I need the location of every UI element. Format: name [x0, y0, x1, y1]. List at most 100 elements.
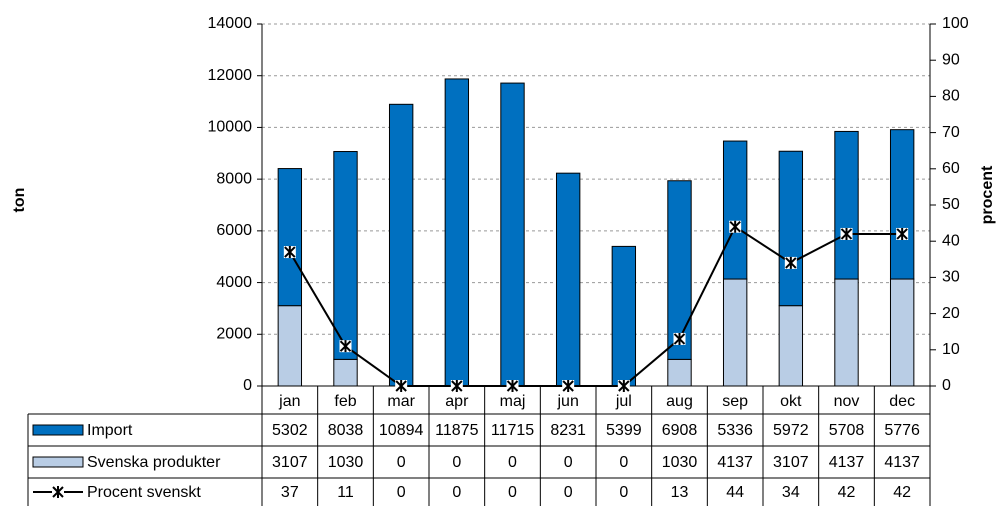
table-value: 5972 [773, 422, 809, 439]
x-tick-label: maj [500, 393, 526, 410]
y-tick-label: 2000 [216, 326, 252, 343]
table-value: 5336 [717, 422, 753, 439]
y2-axis-title: procent [979, 165, 996, 224]
table-value: 4137 [829, 454, 865, 471]
bar-segment [722, 140, 748, 280]
bar-segment [388, 103, 414, 387]
x-tick-label: sep [722, 393, 748, 410]
y-tick-label: 8000 [216, 170, 252, 187]
marker-star [618, 380, 630, 392]
legend-swatch [32, 456, 84, 468]
table-value: 44 [726, 484, 744, 501]
table-value: 1030 [328, 454, 364, 471]
y-tick-label: 14000 [208, 15, 253, 32]
x-tick-label: nov [834, 393, 860, 410]
table-value: 0 [508, 454, 517, 471]
x-tick-label: okt [780, 393, 802, 410]
bar-segment [555, 172, 581, 387]
marker-star [451, 380, 463, 392]
y-tick-label: 4000 [216, 274, 252, 291]
table-value: 0 [397, 454, 406, 471]
table-value: 4137 [884, 454, 920, 471]
bar-segment [834, 278, 859, 387]
line-marker [617, 380, 630, 392]
legend-label: Import [87, 422, 133, 439]
y2-tick-label: 10 [942, 341, 960, 358]
line-marker [673, 332, 686, 345]
table-value: 0 [564, 484, 573, 501]
marker-star [785, 256, 797, 269]
y-tick-label: 0 [243, 377, 252, 394]
bar-segment [834, 130, 859, 280]
table-value: 0 [452, 454, 461, 471]
x-tick-label: apr [445, 393, 469, 410]
line-marker [506, 380, 519, 392]
table-value: 6908 [662, 422, 698, 439]
line-marker [395, 380, 408, 392]
x-tick-label: jul [615, 393, 632, 410]
line-marker [729, 220, 742, 233]
table-value: 0 [619, 454, 628, 471]
y-tick-label: 6000 [216, 222, 252, 239]
y-tick-label: 12000 [208, 67, 253, 84]
table-value: 3107 [773, 454, 809, 471]
table-value: 5776 [884, 422, 920, 439]
legend-swatch [32, 424, 84, 436]
table-value: 5302 [272, 422, 308, 439]
marker-star [339, 340, 352, 353]
table-value: 8038 [328, 422, 364, 439]
line-marker [450, 380, 463, 392]
legend-label: Svenska produkter [87, 454, 221, 471]
bar-segment [444, 78, 470, 387]
table-value: 8231 [550, 422, 586, 439]
y2-tick-label: 100 [942, 15, 969, 32]
table-value: 3107 [272, 454, 308, 471]
bar-segment [611, 245, 637, 387]
marker-star [506, 380, 519, 392]
marker-star [729, 220, 741, 233]
x-tick-label: jan [278, 393, 300, 410]
marker-star [896, 227, 908, 240]
bar-segment [889, 278, 915, 387]
table-value: 13 [671, 484, 689, 501]
line-marker [784, 256, 797, 269]
line-series [288, 225, 903, 387]
bar-segment [889, 129, 915, 280]
table-value: 0 [452, 484, 461, 501]
y2-tick-label: 40 [942, 232, 960, 249]
line-marker [896, 227, 909, 240]
bar-segment [500, 82, 525, 387]
table-value: 0 [397, 484, 406, 501]
x-tick-label: dec [889, 393, 915, 410]
bar-segment [778, 305, 804, 387]
marker-star [395, 380, 407, 392]
table-value: 0 [619, 484, 628, 501]
line-marker [840, 227, 853, 240]
x-tick-label: feb [334, 393, 356, 410]
y-axis-title: ton [11, 188, 28, 213]
bar-segment [667, 180, 692, 360]
y2-tick-label: 80 [942, 88, 960, 105]
x-tick-label: aug [666, 393, 693, 410]
table-value: 42 [893, 484, 911, 501]
table-value: 11715 [491, 422, 534, 439]
table-value: 11875 [435, 422, 478, 439]
table-value: 0 [508, 484, 517, 501]
bar-segment [778, 150, 804, 307]
marker-star [673, 332, 686, 345]
table-value: 4137 [717, 454, 753, 471]
y2-tick-label: 20 [942, 305, 960, 322]
y-tick-label: 10000 [208, 119, 253, 136]
table-value: 5708 [829, 422, 865, 439]
legend-label: Procent svenskt [87, 484, 201, 501]
marker-star [52, 486, 64, 498]
table-value: 0 [564, 454, 573, 471]
table-value: 10894 [379, 422, 424, 439]
bar-segment [667, 358, 692, 387]
marker-star [840, 227, 853, 240]
table-value: 42 [838, 484, 856, 501]
line-marker [339, 340, 352, 353]
y2-tick-label: 70 [942, 124, 960, 141]
marker-star [562, 380, 574, 392]
table-value: 1030 [662, 454, 698, 471]
